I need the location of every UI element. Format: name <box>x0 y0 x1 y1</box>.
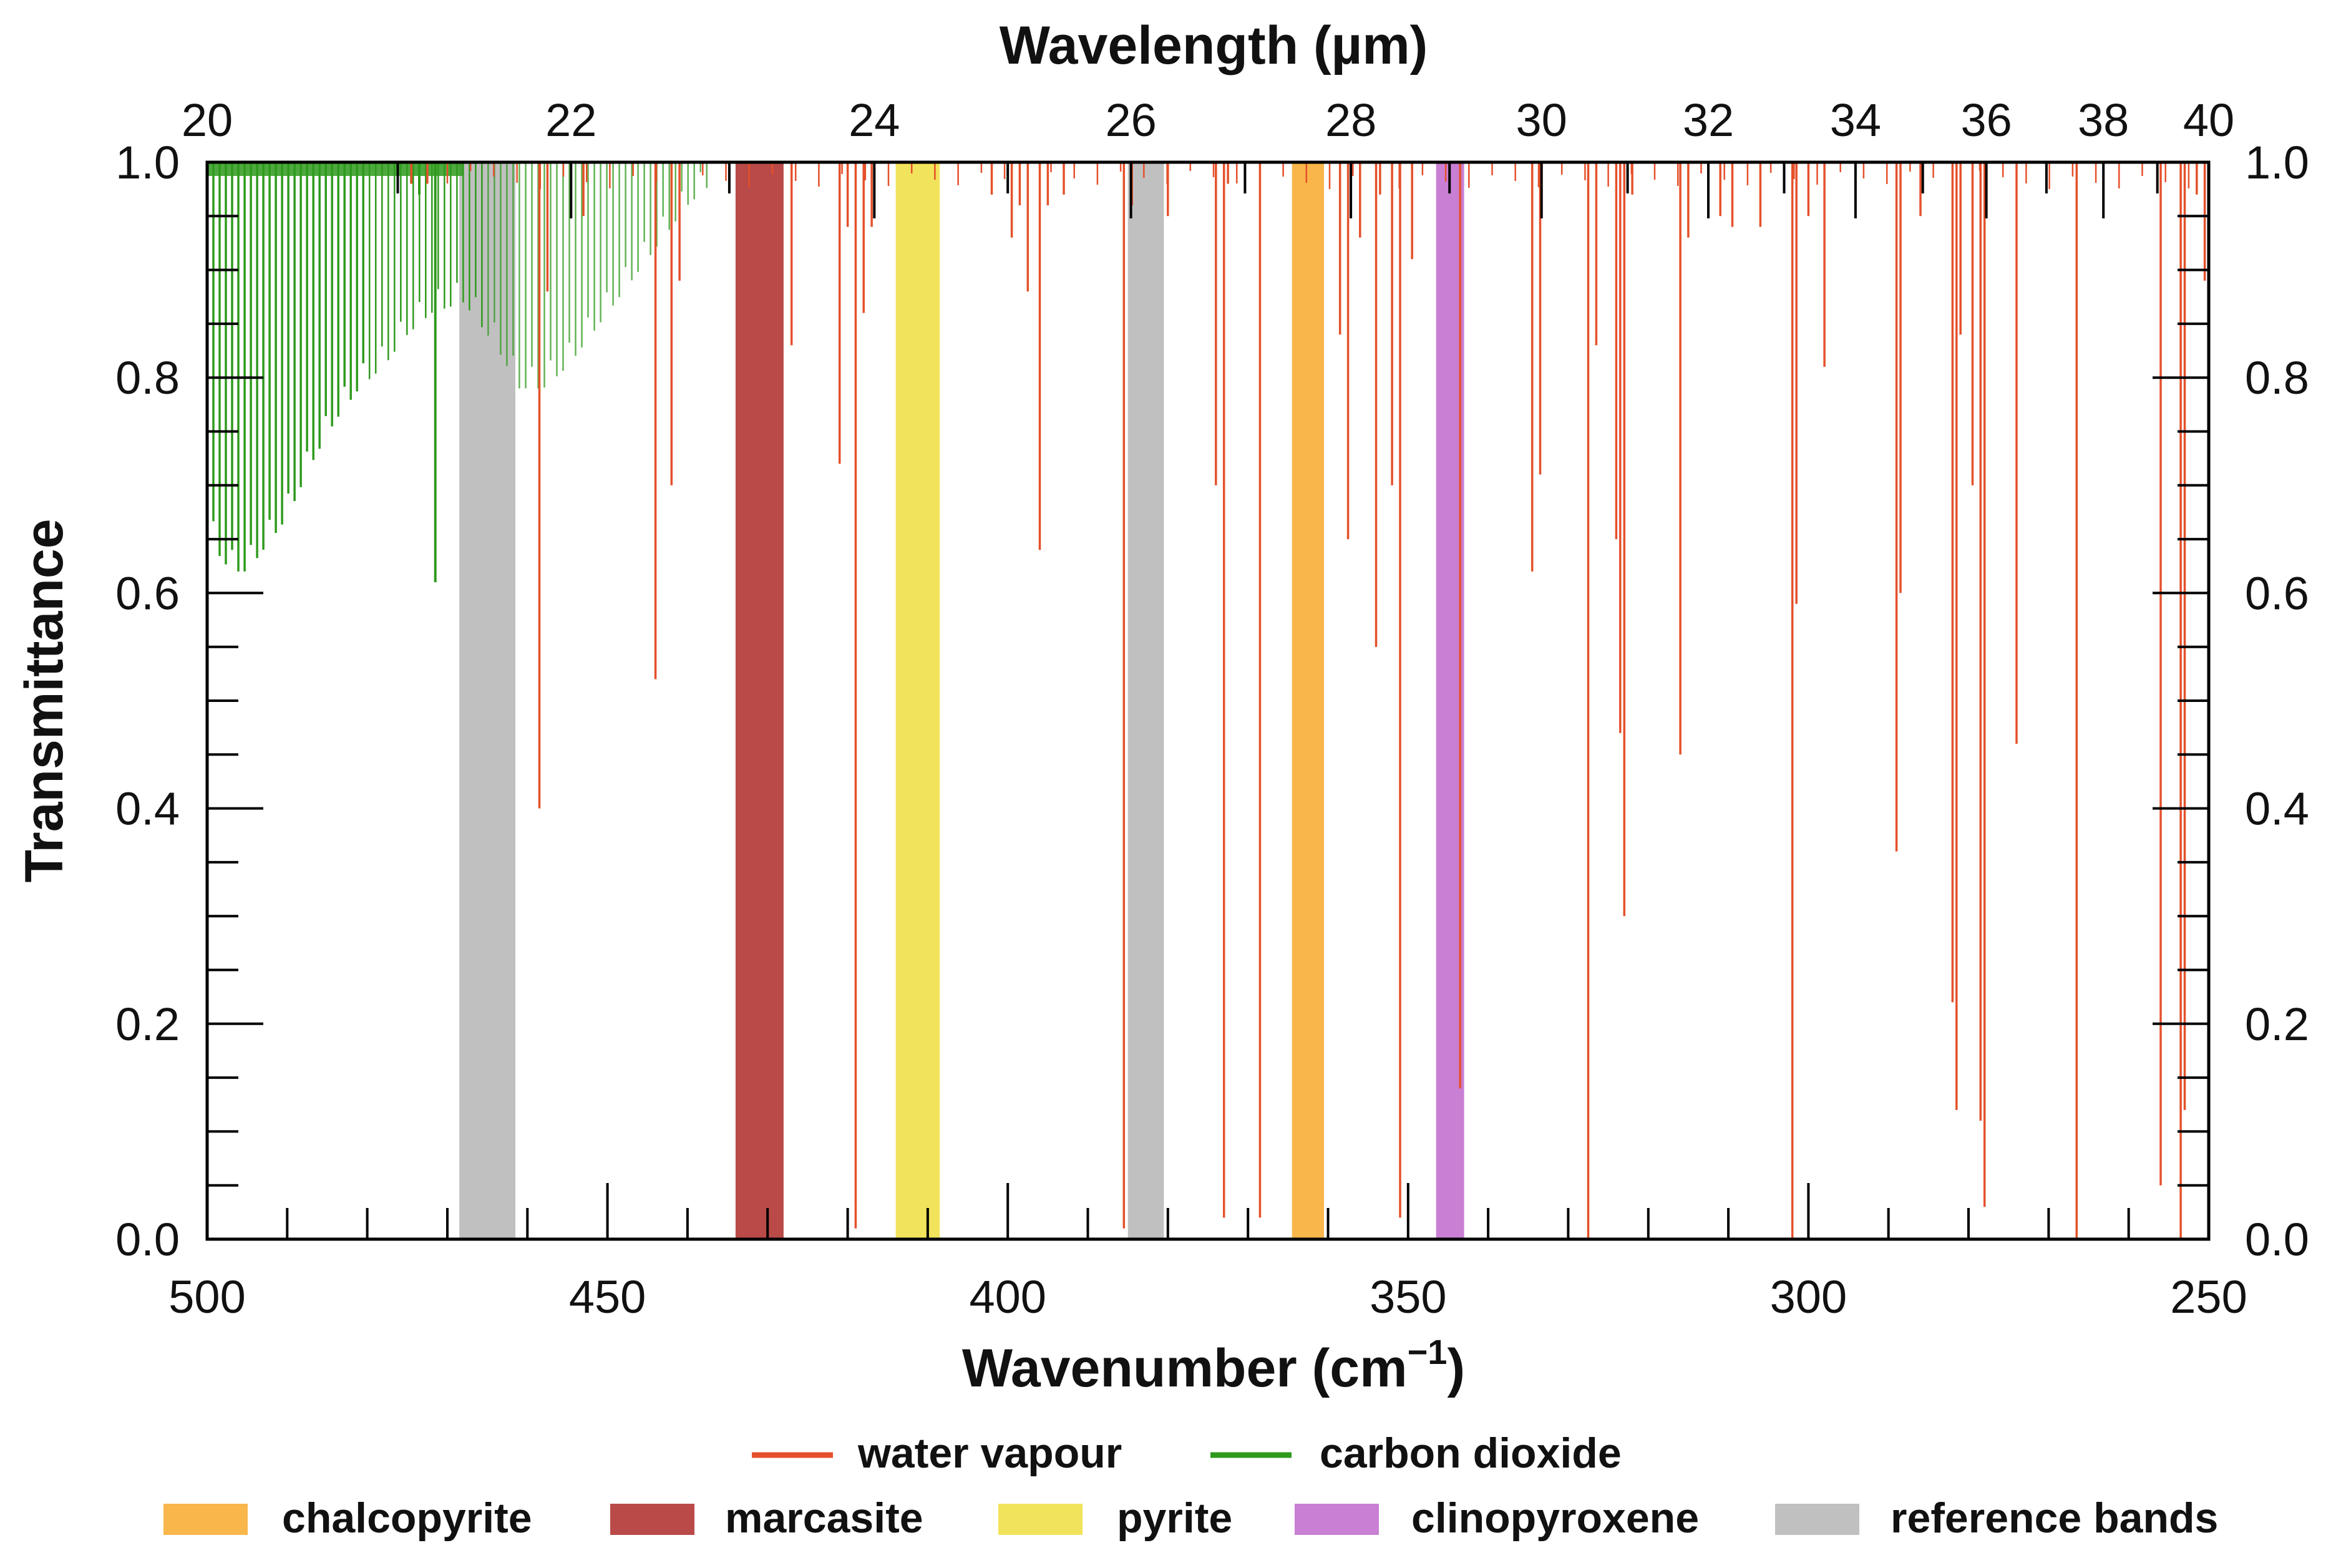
x2-tick-label: 34 <box>1830 94 1881 146</box>
x2-tick-label: 36 <box>1960 94 2012 146</box>
y2-tick-label: 0.2 <box>2245 998 2309 1050</box>
y-tick-label: 0.0 <box>115 1214 180 1265</box>
band-reference-bands-3 <box>1127 162 1164 1239</box>
x-axis-title-main: Wavenumber (cm <box>962 1338 1408 1398</box>
legend-label-carbon-dioxide: carbon dioxide <box>1320 1429 1622 1477</box>
legend-label-marcasite: marcasite <box>725 1494 923 1542</box>
y-tick-label: 0.8 <box>115 352 180 404</box>
y-axis-title: Transmittance <box>14 519 74 882</box>
axis-ticks <box>206 161 2210 1240</box>
x-tick-label: 250 <box>2170 1271 2247 1323</box>
axis-tick-labels: 500 450 400 350 300 250 20 22 24 26 28 30 32 34 36 38 40… <box>115 94 2309 1323</box>
x2-tick-label: 28 <box>1325 94 1376 146</box>
carbon-dioxide-series <box>206 162 708 583</box>
x-axis-title-close: ) <box>1447 1338 1465 1398</box>
band-pyrite-2 <box>895 162 940 1239</box>
legend-swatch-clinopyroxene <box>1295 1504 1379 1535</box>
legend-label-reference-bands: reference bands <box>1891 1494 2218 1542</box>
band-marcasite-1 <box>735 162 784 1239</box>
y2-tick-label: 0.6 <box>2245 567 2309 619</box>
x2-tick-label: 22 <box>545 94 596 146</box>
band-chalcopyrite-4 <box>1292 162 1324 1239</box>
band-reference-bands-0 <box>459 162 515 1239</box>
legend-swatch-chalcopyrite <box>163 1504 248 1535</box>
x-axis-title: Wavenumber (cm−1) <box>962 1332 1465 1398</box>
x2-tick-label: 38 <box>2078 94 2129 146</box>
co2-top-saturation <box>207 162 464 176</box>
y2-tick-label: 1.0 <box>2245 137 2309 188</box>
y2-tick-label: 0.8 <box>2245 352 2309 404</box>
legend-label-pyrite: pyrite <box>1117 1494 1232 1542</box>
x2-axis-title: Wavelength (µm) <box>1000 16 1428 75</box>
legend-swatch-marcasite <box>610 1504 694 1535</box>
mineral-bands <box>459 162 1464 1239</box>
y-tick-label: 0.6 <box>115 567 180 619</box>
legend-label-water-vapour: water vapour <box>857 1429 1122 1477</box>
x-axis-title-superscript: −1 <box>1408 1332 1448 1371</box>
y2-tick-label: 0.0 <box>2245 1214 2309 1265</box>
x-tick-label: 400 <box>969 1271 1046 1323</box>
y-tick-label: 0.4 <box>115 783 180 835</box>
x2-tick-label: 30 <box>1516 94 1567 146</box>
x2-tick-label: 26 <box>1105 94 1156 146</box>
x2-tick-label: 32 <box>1683 94 1734 146</box>
x2-tick-label: 40 <box>2183 94 2234 146</box>
y-tick-label: 0.2 <box>115 998 180 1050</box>
x-tick-label: 450 <box>569 1271 646 1323</box>
x-tick-label: 350 <box>1370 1271 1446 1323</box>
y2-tick-label: 0.4 <box>2245 783 2309 835</box>
x2-tick-label: 24 <box>849 94 900 146</box>
water-vapour-series <box>410 162 2206 1239</box>
legend: water vapour carbon dioxide chalcopyrite ma… <box>163 1429 2218 1542</box>
x-tick-label: 500 <box>168 1271 245 1323</box>
y-tick-label: 1.0 <box>115 137 180 188</box>
legend-swatch-pyrite <box>998 1504 1083 1535</box>
x-tick-label: 300 <box>1770 1271 1847 1323</box>
legend-label-clinopyroxene: clinopyroxene <box>1411 1494 1699 1542</box>
x2-tick-label: 20 <box>182 94 233 146</box>
legend-swatch-reference-bands <box>1775 1504 1859 1535</box>
legend-label-chalcopyrite: chalcopyrite <box>282 1494 532 1542</box>
